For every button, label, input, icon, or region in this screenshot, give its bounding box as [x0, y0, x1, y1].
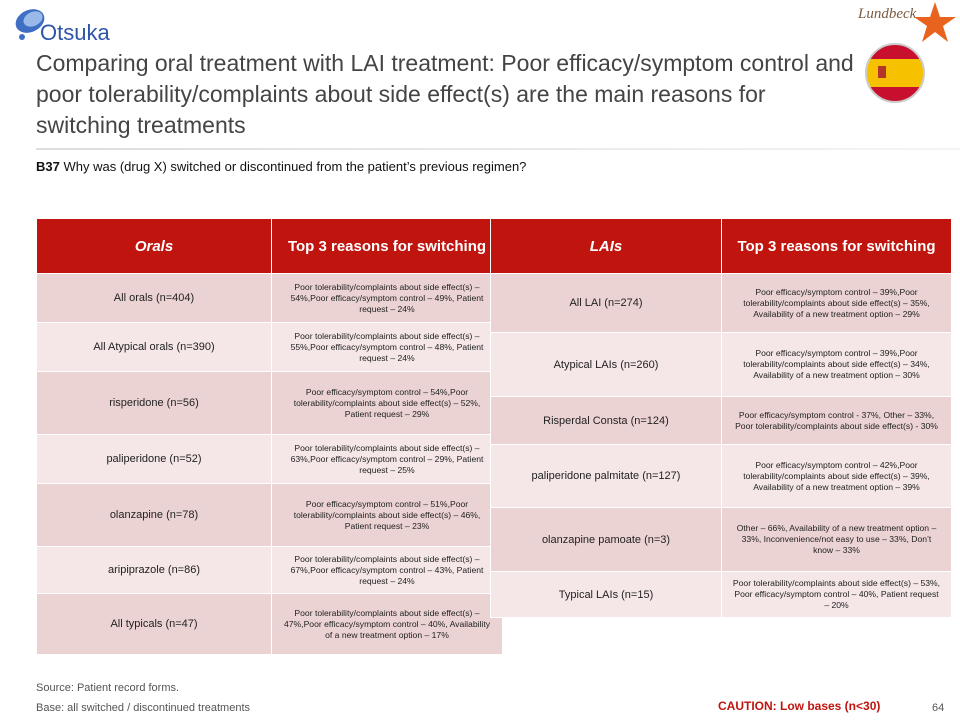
row: paliperidone (n=52) Poor tolerability/com… — [36, 434, 503, 484]
reason-cell: Poor efficacy/symptom control – 39%,Poor… — [721, 273, 952, 333]
table: LAIs Top 3 reasons for switching All LAI (… — [490, 218, 952, 618]
header-cell: LAIs — [490, 218, 722, 274]
page-number: 64 — [932, 702, 945, 714]
row: All typicals (n=47) Poor tolerability/com… — [36, 593, 503, 655]
name-cell: Atypical LAIs (n=260) — [490, 332, 722, 397]
name-cell: aripiprazole (n=86) — [36, 546, 272, 594]
header-cell: Top 3 reasons for switching — [721, 218, 952, 274]
reason-cell: Poor tolerability/complaints about side … — [271, 273, 503, 323]
name-cell: All Atypical orals (n=390) — [36, 322, 272, 372]
reason-cell: Poor tolerability/complaints about side … — [271, 322, 503, 372]
row: Atypical LAIs (n=260) Poor efficacy/sympt… — [490, 332, 952, 397]
title-rule — [36, 148, 960, 150]
reason-cell: Poor efficacy/symptom control – 39%,Poor… — [721, 332, 952, 397]
row: All LAI (n=274) Poor efficacy/symptom con… — [490, 273, 952, 333]
row: paliperidone palmitate (n=127) Poor effic… — [490, 444, 952, 508]
reason-cell: Poor tolerability/complaints about side … — [271, 434, 503, 484]
caution: CAUTION: Low bases (n<30) — [718, 699, 881, 713]
question: B37 Why was (drug X) switched or discont… — [36, 159, 526, 174]
name-cell: All LAI (n=274) — [490, 273, 722, 333]
name-cell: risperidone (n=56) — [36, 371, 272, 435]
row: Typical LAIs (n=15) Poor tolerability/com… — [490, 571, 952, 618]
header-cell: Top 3 reasons for switching — [271, 218, 503, 274]
name-cell: paliperidone palmitate (n=127) — [490, 444, 722, 508]
question-code: B37 — [36, 159, 60, 174]
name-cell: olanzapine (n=78) — [36, 483, 272, 547]
row: risperidone (n=56) Poor efficacy/symptom … — [36, 371, 503, 435]
reason-cell: Poor tolerability/complaints about side … — [271, 593, 503, 655]
name-cell: Risperdal Consta (n=124) — [490, 396, 722, 445]
row: olanzapine (n=78) Poor efficacy/symptom c… — [36, 483, 503, 547]
header-row: LAIs Top 3 reasons for switching — [490, 218, 952, 274]
otsuka-logo-text: Otsuka — [40, 20, 110, 45]
header-cell: Orals — [36, 218, 272, 274]
base: Base: all switched / discontinued treatm… — [36, 702, 251, 714]
reason-cell: Poor efficacy/symptom control - 37%, Oth… — [721, 396, 952, 445]
lundbeck-logo-text: Lundbeck — [858, 6, 917, 22]
slide-title: Comparing oral treatment with LAI treatm… — [36, 50, 854, 138]
reason-cell: Other – 66%, Availability of a new treat… — [721, 507, 952, 572]
name-cell: All orals (n=404) — [36, 273, 272, 323]
reason-cell: Poor tolerability/complaints about side … — [721, 571, 952, 618]
header-row: Orals Top 3 reasons for switching — [36, 218, 503, 274]
lundbeck-star — [914, 2, 956, 42]
otsuka-logo-mark — [15, 9, 45, 40]
question-text: Why was (drug X) switched or discontinue… — [63, 159, 527, 174]
row: All orals (n=404) Poor tolerability/compl… — [36, 273, 503, 323]
row: Risperdal Consta (n=124) Poor efficacy/sy… — [490, 396, 952, 445]
spain-flag — [865, 43, 925, 103]
row: All Atypical orals (n=390) Poor tolerabil… — [36, 322, 503, 372]
source: Source: Patient record forms. — [36, 682, 180, 694]
reason-cell: Poor efficacy/symptom control – 51%,Poor… — [271, 483, 503, 547]
name-cell: All typicals (n=47) — [36, 593, 272, 655]
name-cell: olanzapine pamoate (n=3) — [490, 507, 722, 572]
table: Orals Top 3 reasons for switching All oral… — [36, 218, 503, 655]
name-cell: paliperidone (n=52) — [36, 434, 272, 484]
reason-cell: Poor efficacy/symptom control – 54%,Poor… — [271, 371, 503, 435]
row: olanzapine pamoate (n=3) Other – 66%, Ava… — [490, 507, 952, 572]
reason-cell: Poor efficacy/symptom control – 42%,Poor… — [721, 444, 952, 508]
name-cell: Typical LAIs (n=15) — [490, 571, 722, 618]
row: aripiprazole (n=86) Poor tolerability/com… — [36, 546, 503, 594]
reason-cell: Poor tolerability/complaints about side … — [271, 546, 503, 594]
